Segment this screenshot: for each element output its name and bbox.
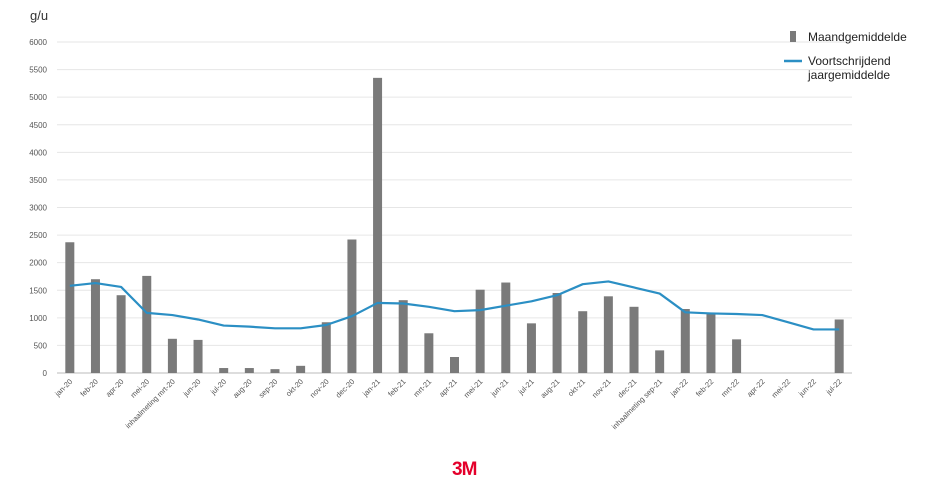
bar xyxy=(270,369,280,373)
series-line xyxy=(69,280,840,331)
bar xyxy=(552,293,562,373)
bar xyxy=(706,313,716,373)
x-tick-label: dec-21 xyxy=(616,377,639,400)
bar xyxy=(398,300,408,373)
x-tick-label: aug-21 xyxy=(539,377,562,400)
x-tick-label: jul-22 xyxy=(824,377,844,397)
y-tick-label: 2500 xyxy=(29,231,47,240)
x-tick-label: jan-21 xyxy=(360,377,382,399)
y-tick-label: 5500 xyxy=(29,66,47,75)
x-tick-label: okt-20 xyxy=(284,377,305,398)
bar xyxy=(90,279,100,373)
bar xyxy=(475,289,485,373)
x-tick-label: feb-20 xyxy=(78,377,99,398)
x-tick-label: jun-20 xyxy=(181,377,203,399)
bar xyxy=(680,309,690,373)
x-tick-label: aug-20 xyxy=(231,377,254,400)
y-tick-label: 1500 xyxy=(29,286,47,295)
x-tick-label: nov-21 xyxy=(590,377,613,400)
x-tick-label: jun-22 xyxy=(796,377,818,399)
bar xyxy=(629,306,639,373)
bar xyxy=(450,357,459,373)
bar xyxy=(244,368,254,373)
x-tick-label: mei-22 xyxy=(770,377,793,400)
y-tick-label: 4000 xyxy=(29,148,47,157)
bar xyxy=(167,338,177,373)
x-tick-label: sep-20 xyxy=(257,377,280,400)
bar xyxy=(578,311,588,373)
x-tick-label: inhaalmeting mrt-20 xyxy=(124,377,177,430)
x-tick-label: jul-20 xyxy=(208,377,228,397)
bar xyxy=(603,296,613,373)
y-tick-label: 500 xyxy=(34,341,48,350)
bar xyxy=(373,77,383,373)
x-tick-label: apr-21 xyxy=(437,377,459,399)
y-tick-label: 3500 xyxy=(29,176,47,185)
bar xyxy=(834,319,844,373)
legend-bar-label: Maandgemiddelde xyxy=(808,30,907,44)
bar xyxy=(116,295,126,373)
y-tick-label: 0 xyxy=(43,369,48,378)
y-tick-label: 4500 xyxy=(29,121,47,130)
x-tick-label: feb-22 xyxy=(694,377,715,398)
bar xyxy=(142,275,152,373)
legend-bar-swatch xyxy=(790,31,796,42)
legend-line-label-part2: jaargemiddelde xyxy=(807,68,890,82)
x-tick-label: mei-21 xyxy=(462,377,485,400)
bar xyxy=(424,333,434,373)
x-tick-label: apr-22 xyxy=(745,377,767,399)
y-tick-label: 3000 xyxy=(29,204,47,213)
legend-line-label-part1: Voortschrijdend xyxy=(808,54,891,68)
x-tick-label: okt-21 xyxy=(566,377,587,398)
bar xyxy=(732,339,742,373)
x-tick-label: mei-20 xyxy=(129,377,152,400)
line-series xyxy=(69,280,840,331)
legend-line-label: Voortschrijdend jaargemiddelde xyxy=(807,54,894,82)
gridlines xyxy=(57,41,852,374)
x-tick-label: nov-20 xyxy=(308,377,331,400)
bar xyxy=(219,368,229,373)
bar xyxy=(193,339,203,373)
bar-series xyxy=(65,77,844,373)
bar xyxy=(655,350,665,373)
y-axis-label: g/u xyxy=(30,8,48,23)
x-tick-label: feb-21 xyxy=(386,377,407,398)
bar xyxy=(321,322,331,373)
bar xyxy=(65,242,75,373)
y-tick-label: 2000 xyxy=(29,259,47,268)
x-tick-label: jul-21 xyxy=(516,377,536,397)
x-tick-label: mrt-22 xyxy=(719,377,741,399)
bar xyxy=(526,323,536,373)
x-tick-label: mrt-21 xyxy=(412,377,434,399)
bar xyxy=(347,239,357,373)
legend: Maandgemiddelde Voortschrijdend jaargemi… xyxy=(784,30,907,82)
y-tick-label: 1000 xyxy=(29,314,47,323)
x-tick-label: inhaalmeting sep-21 xyxy=(610,377,664,431)
x-tick-label: apr-20 xyxy=(104,377,126,399)
x-tick-label: jun-21 xyxy=(488,377,510,399)
x-tick-label: dec-20 xyxy=(334,377,357,400)
brand-logo: 3M xyxy=(452,459,477,480)
y-tick-label: 6000 xyxy=(29,38,47,47)
y-tick-label: 5000 xyxy=(29,93,47,102)
bar xyxy=(501,282,511,373)
y-tick-labels: 0 500 1000 1500 2000 2500 3000 3500 4000 4500 5000… xyxy=(29,38,47,378)
bar xyxy=(296,365,306,373)
x-tick-label: jan-22 xyxy=(668,377,690,399)
x-tick-label: jan-20 xyxy=(52,377,74,399)
